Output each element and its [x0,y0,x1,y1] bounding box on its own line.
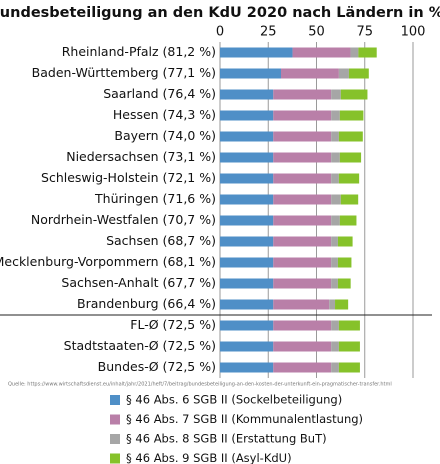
bar-segment [338,68,349,79]
bar-segment [337,257,352,268]
bar-segment [273,362,332,373]
bar-segment [337,278,351,289]
bar-segment [220,299,274,310]
category-label: Hessen (74,3 %) [113,107,216,122]
bar-segment [337,236,353,247]
legend-label: § 46 Abs. 8 SGB II (Erstattung BuT) [126,432,327,446]
bar-segment [331,89,341,100]
category-label: FL-Ø (72,5 %) [130,317,216,332]
x-tick-label: 75 [356,25,373,40]
legend-swatch [110,414,120,425]
bar-segment [331,173,339,184]
bar-segment [340,89,368,100]
bar-segment [339,152,362,163]
bar-segment [273,257,332,268]
bar-segment [273,194,332,205]
bar-segment [220,152,274,163]
bar-segment [350,47,359,58]
category-label: Stadtstaaten-Ø (72,5 %) [64,338,216,353]
bar-segment [338,320,360,331]
x-tick-label: 50 [308,25,325,40]
bar-segment [220,110,274,121]
bar-segment [220,47,293,58]
bar-segment [220,257,274,268]
category-label: Mecklenburg-Vorpommern (68,1 %) [0,254,216,269]
bar-segment [331,257,338,268]
category-label: Nordrhein-Westfalen (70,7 %) [31,212,216,227]
bar-segment [273,110,332,121]
bar-segment [273,215,332,226]
bar-segment [331,278,338,289]
bar-segment [220,215,274,226]
bar-segment [220,362,274,373]
bar-segment [331,320,339,331]
bar-segment [220,320,274,331]
chart-title: Bundesbeteiligung an den KdU 2020 nach L… [0,5,440,21]
bar-segment [220,68,281,79]
bar-segment [273,152,332,163]
bar-segment [338,362,360,373]
bar-segment [280,68,339,79]
bar-segment [273,89,332,100]
legend-label: § 46 Abs. 7 SGB II (Kommunalentlastung) [126,412,363,426]
x-tick-label: 0 [216,25,224,40]
bar-segment [273,173,332,184]
category-label: Schleswig-Holstein (72,1 %) [41,170,216,185]
bar-segment [273,320,332,331]
bar-segment [331,341,339,352]
bar-segment [331,152,340,163]
bar-segment [335,299,349,310]
legend-label: § 46 Abs. 6 SGB II (Sockelbeteiligung) [126,393,342,407]
bar-segment [331,131,339,142]
bar-segment [329,299,336,310]
category-label: Baden-Württemberg (77,1 %) [32,65,216,80]
category-label: Rheinland-Pfalz (81,2 %) [62,44,216,59]
bar-segment [220,173,274,184]
bar-segment [220,131,274,142]
x-tick-label: 100 [401,25,426,40]
bar-segment [220,278,274,289]
bar-segment [273,236,332,247]
bar-segment [220,194,274,205]
bar-segment [340,194,359,205]
bar-segment [338,173,360,184]
bar-segment [331,362,339,373]
bar-segment [331,110,340,121]
category-label: Bundes-Ø (72,5 %) [98,359,216,374]
bar-segment [273,341,332,352]
bar-segment [292,47,351,58]
category-label: Sachsen-Anhalt (67,7 %) [61,275,216,290]
bar-segment [331,236,338,247]
bar-segment [338,131,363,142]
legend-swatch [110,395,120,405]
legend-label: § 46 Abs. 9 SGB II (Asyl-KdU) [126,451,292,464]
bar-segment [358,47,377,58]
legend-swatch [110,434,120,444]
category-label: Bayern (74,0 %) [114,128,216,143]
category-label: Thüringen (71,6 %) [94,191,216,206]
bar-segment [273,299,330,310]
legend-swatch [110,453,120,464]
bar-segment [331,215,340,226]
bar-segment [339,110,364,121]
bar-segment [220,236,274,247]
bar-segment [273,278,332,289]
x-tick-label: 25 [260,25,277,40]
bar-segment [338,341,360,352]
category-label: Sachsen (68,7 %) [106,233,216,248]
bar-segment [348,68,369,79]
bar-segment [331,194,341,205]
category-label: Saarland (76,4 %) [103,86,216,101]
source-note: Quelle: https://www.wirtschaftsdienst.eu… [8,382,392,388]
bar-segment [339,215,357,226]
category-label: Niedersachsen (73,1 %) [66,149,216,164]
bar-segment [220,89,274,100]
bar-segment [273,131,332,142]
category-label: Brandenburg (66,4 %) [77,296,216,311]
bar-segment [220,341,274,352]
